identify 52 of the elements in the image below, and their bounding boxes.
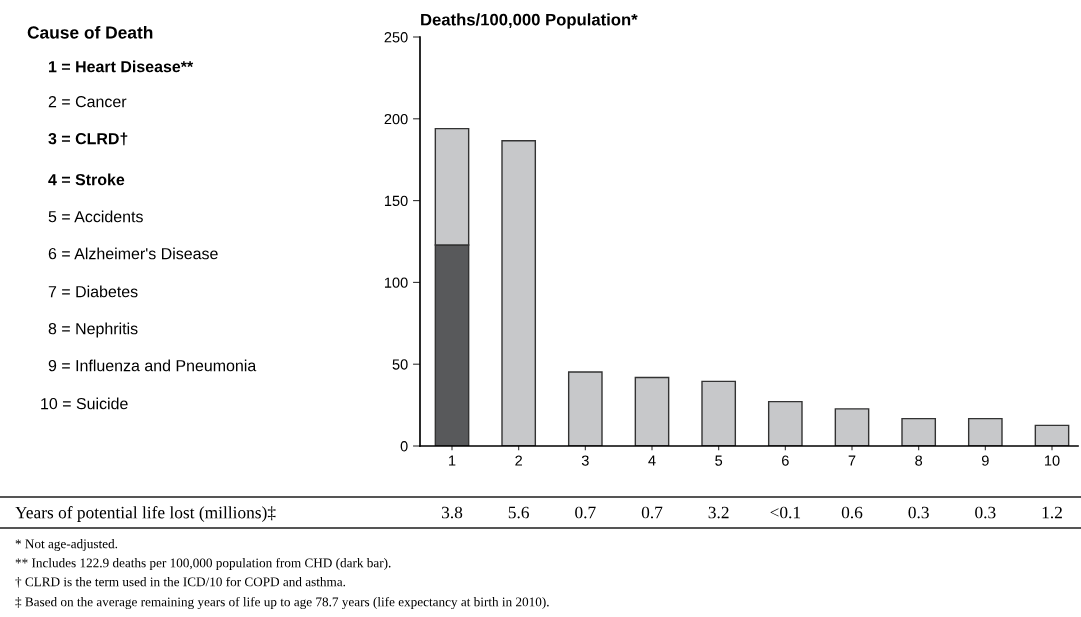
chart-title: Deaths/100,000 Population* xyxy=(421,13,638,29)
text: 10 = Suicide xyxy=(41,397,128,410)
y-tick-label: 100 xyxy=(384,277,408,288)
text: 0.3 xyxy=(908,506,929,519)
bar xyxy=(634,376,670,446)
x-tick-label: 8 xyxy=(915,455,923,466)
bar xyxy=(1034,424,1070,446)
text: Cause of Death xyxy=(27,25,153,39)
bar xyxy=(567,371,603,446)
text: ** Includes 122.9 deaths per 100,000 population from CHD (dark bar). xyxy=(15,557,391,571)
text: 6 = Alzheimer's Disease xyxy=(48,247,218,260)
text: * Not age-adjusted. xyxy=(15,539,118,551)
x-tick-label: 1 xyxy=(449,455,456,466)
text: 8 = Nephritis xyxy=(48,322,138,338)
x-tick-label: 9 xyxy=(981,455,989,466)
text: 1 = Heart Disease** xyxy=(49,60,194,73)
y-tick-label: 250 xyxy=(384,32,408,43)
text: ‡ Based on the average remaining years of life up to age 78.7 years (life expectancy at birth in 2010). xyxy=(15,596,549,610)
text: 3.8 xyxy=(441,506,463,519)
x-tick-label: 3 xyxy=(581,455,589,466)
x-tick-label: 6 xyxy=(782,455,789,466)
text: 7 = Diabetes xyxy=(48,285,138,298)
y-tick-label: 150 xyxy=(384,195,408,207)
text: Years of potential life lost (millions)‡ xyxy=(15,506,276,522)
text: 5 = Accidents xyxy=(48,210,143,223)
text: 3.2 xyxy=(708,506,729,519)
text: 0.7 xyxy=(575,506,596,519)
bar xyxy=(501,140,537,446)
text: † CLRD is the term used in the ICD/10 for COPD and asthma. xyxy=(15,576,346,588)
bar xyxy=(967,417,1003,446)
text: 5.6 xyxy=(508,506,529,519)
bar xyxy=(834,408,870,446)
bar xyxy=(767,400,803,446)
x-tick-label: 7 xyxy=(848,455,856,466)
text: 4 = Stroke xyxy=(48,173,125,186)
y-tick-label: 50 xyxy=(392,359,408,370)
text: 0.6 xyxy=(841,506,863,519)
text: <0.1 xyxy=(770,506,801,519)
text: 0.7 xyxy=(641,506,663,519)
y-tick-label: 0 xyxy=(400,441,408,452)
x-tick-label: 4 xyxy=(648,455,656,466)
y-tick-label: 200 xyxy=(384,113,408,125)
x-tick-label: 2 xyxy=(515,455,522,466)
x-tick-label: 10 xyxy=(1045,455,1060,466)
text: 1.2 xyxy=(1042,506,1062,519)
bar xyxy=(701,380,737,446)
text: 2 = Cancer xyxy=(48,95,127,108)
text: 9 = Influenza and Pneumonia xyxy=(48,359,257,372)
text: 3 = CLRD† xyxy=(48,132,128,146)
x-tick-label: 5 xyxy=(715,455,723,466)
bar xyxy=(901,417,937,446)
text: 0.3 xyxy=(975,506,996,519)
